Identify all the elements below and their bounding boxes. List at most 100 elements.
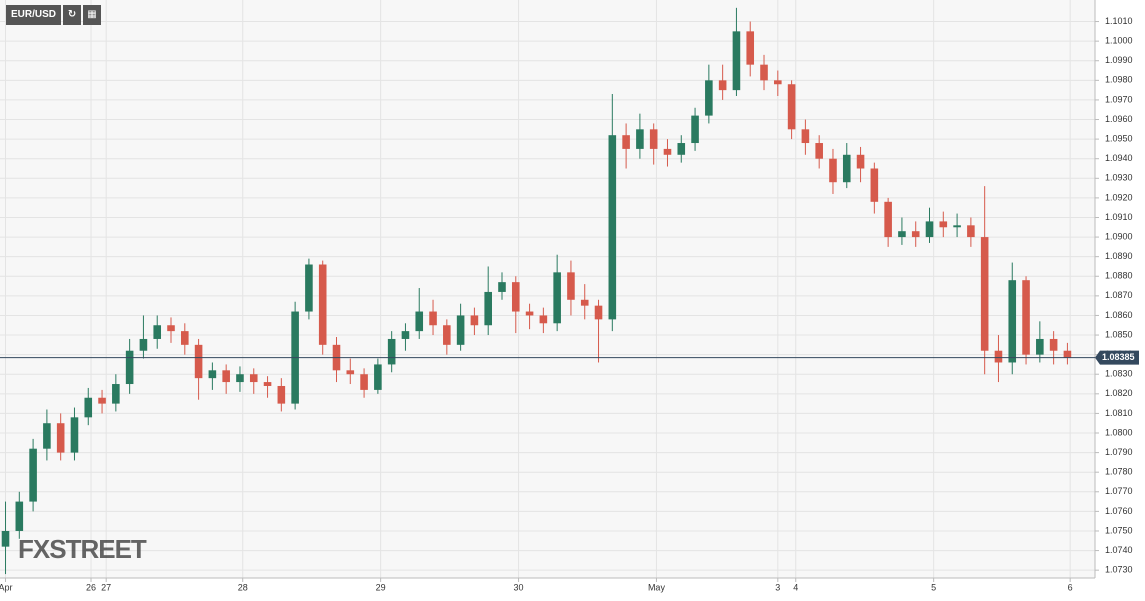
y-tick-label: 1.0980 <box>1105 75 1133 85</box>
y-tick-label: 1.0760 <box>1105 506 1133 516</box>
candle-body <box>649 129 658 149</box>
candle-body <box>112 384 120 404</box>
candle-body <box>1 530 10 547</box>
y-tick-label: 1.0870 <box>1105 290 1133 300</box>
candle-body <box>911 231 920 238</box>
y-tick-label: 1.1010 <box>1105 16 1133 26</box>
candle-body <box>732 31 741 91</box>
refresh-button[interactable]: ↻ <box>63 5 82 25</box>
candle-body <box>829 158 837 183</box>
candle-body <box>746 31 755 65</box>
y-tick-label: 1.0900 <box>1105 231 1133 241</box>
candle-body <box>125 350 134 385</box>
candle-body <box>815 143 823 159</box>
y-tick-label: 1.0790 <box>1105 447 1133 457</box>
y-tick-label: 1.0730 <box>1105 565 1133 575</box>
candle-body <box>222 370 230 383</box>
candle-body <box>801 129 810 144</box>
candle-body <box>43 423 51 449</box>
candle-body <box>580 299 589 306</box>
y-tick-label: 1.0890 <box>1105 251 1133 261</box>
candle-body <box>1063 350 1072 358</box>
last-price-label: 1.08385 <box>1102 352 1135 362</box>
candle-body <box>1022 280 1030 355</box>
y-tick-label: 1.0930 <box>1105 173 1133 183</box>
candle-body <box>236 374 244 383</box>
candle-body <box>498 282 506 292</box>
candle-body <box>194 344 203 379</box>
candle-body <box>953 225 961 228</box>
candle-body <box>429 311 437 326</box>
candle-body <box>29 448 37 502</box>
y-tick-label: 1.0750 <box>1105 525 1133 535</box>
y-tick-label: 1.1000 <box>1105 36 1133 46</box>
x-tick-label: 28 <box>238 582 248 592</box>
y-tick-label: 1.0850 <box>1105 329 1133 339</box>
candle-body <box>539 315 548 324</box>
candle-body <box>167 325 175 332</box>
x-tick-label: 27 <box>101 582 111 592</box>
symbol-title: EUR/USD <box>6 5 62 25</box>
y-tick-label: 1.0960 <box>1105 114 1133 124</box>
candle-body <box>139 338 148 351</box>
candle-body <box>1008 280 1017 363</box>
y-tick-label: 1.0820 <box>1105 388 1133 398</box>
candle-body <box>663 148 672 155</box>
candle-body <box>525 311 534 316</box>
x-tick-label: 4 <box>793 582 798 592</box>
candle-body <box>401 331 410 339</box>
candle-body <box>249 374 258 383</box>
candle-body <box>939 221 948 228</box>
candle-body <box>856 154 865 169</box>
candle-body <box>374 364 382 390</box>
candle-body <box>70 417 79 453</box>
candle-body <box>553 272 561 324</box>
candle-body <box>511 282 520 312</box>
y-tick-label: 1.0910 <box>1105 212 1133 222</box>
y-tick-label: 1.0940 <box>1105 153 1133 163</box>
candle-body <box>898 231 906 238</box>
candle-body <box>718 80 727 91</box>
watermark: FXSTREET <box>18 534 147 564</box>
candle-body <box>56 423 65 453</box>
plot-background <box>0 0 1095 578</box>
y-tick-label: 1.0860 <box>1105 310 1133 320</box>
candle-body <box>360 374 368 390</box>
grid <box>0 0 1095 578</box>
y-tick-label: 1.0810 <box>1105 408 1133 418</box>
y-tick-label: 1.0950 <box>1105 133 1133 143</box>
x-tick-label: May <box>648 582 666 592</box>
candle-body <box>456 315 465 345</box>
candle-body <box>677 143 686 155</box>
candle-body <box>705 80 713 116</box>
candle-body <box>484 291 492 326</box>
candle-body <box>208 370 217 379</box>
x-tick-label: 30 <box>514 582 524 592</box>
candle-body <box>305 264 313 312</box>
candle-body <box>346 370 355 375</box>
y-tick-label: 1.0830 <box>1105 369 1133 379</box>
chart-type-button[interactable]: ▦ <box>83 5 102 25</box>
candle-body <box>967 225 975 238</box>
candle-body <box>1049 338 1058 351</box>
y-tick-label: 1.0970 <box>1105 94 1133 104</box>
candle-body <box>15 501 24 531</box>
candle-body <box>870 168 879 202</box>
candle-body <box>774 80 782 85</box>
candle-body <box>263 382 272 386</box>
candle-body <box>980 237 989 351</box>
candle-body <box>181 331 189 345</box>
candle-body <box>153 325 162 339</box>
header: EUR/USD ↻ ▦ <box>6 5 102 25</box>
candle-body <box>994 350 1003 363</box>
y-tick-label: 1.0880 <box>1105 271 1133 281</box>
candle-body <box>842 154 851 183</box>
candle-body <box>884 201 892 238</box>
candle-body <box>636 129 644 149</box>
candle-body <box>691 115 699 144</box>
candle-body <box>622 135 630 149</box>
candle-body <box>277 385 286 404</box>
y-tick-label: 1.0740 <box>1105 545 1133 555</box>
